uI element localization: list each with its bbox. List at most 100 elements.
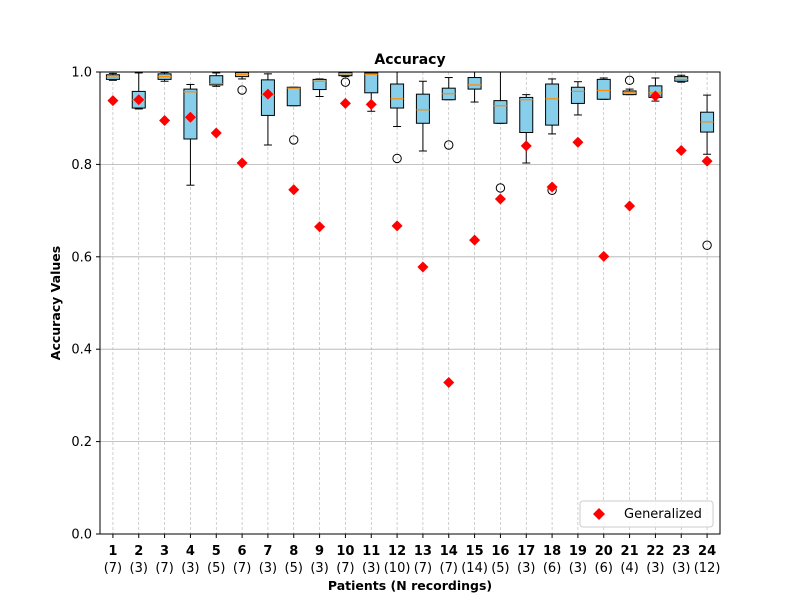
generalized-point-patient-18 xyxy=(546,181,558,193)
generalized-point-patient-20 xyxy=(598,250,610,262)
boxplot-patient-24 xyxy=(700,94,715,250)
boxplot-patient-18 xyxy=(545,78,560,195)
x-tick-label-patient: 16 xyxy=(491,544,509,559)
x-tick-label-patient: 23 xyxy=(672,544,690,559)
x-tick-label-recordings: (10) xyxy=(384,561,411,576)
box-layer xyxy=(105,71,715,250)
generalized-point-patient-2 xyxy=(133,94,145,106)
y-tick-label: 0.8 xyxy=(71,158,92,173)
outlier-point xyxy=(340,77,351,87)
x-tick-label-patient: 20 xyxy=(595,544,613,559)
x-tick-label-patient: 15 xyxy=(466,544,484,559)
boxplot-patient-14 xyxy=(441,77,456,150)
boxplot-patient-15 xyxy=(467,71,482,103)
box-iqr xyxy=(390,83,405,109)
x-tick-label-recordings: (7) xyxy=(336,561,354,576)
x-tick-label-patient: 4 xyxy=(186,544,195,559)
x-tick-label-recordings: (3) xyxy=(672,561,690,576)
x-tick-label-recordings: (3) xyxy=(517,561,535,576)
y-tick-label: 0.4 xyxy=(71,343,92,358)
box-iqr xyxy=(545,83,560,126)
legend-diamond-marker xyxy=(593,508,605,520)
generalized-point-patient-22 xyxy=(649,90,661,102)
generalized-point-patient-17 xyxy=(520,140,532,152)
generalized-point-patient-8 xyxy=(288,184,300,196)
boxplot-patient-13 xyxy=(415,80,430,152)
x-tick-label-recordings: (3) xyxy=(130,561,148,576)
generalized-point-patient-24 xyxy=(701,155,713,167)
generalized-point-patient-5 xyxy=(210,127,222,139)
generalized-point-patient-19 xyxy=(572,136,584,148)
boxplot-patient-4 xyxy=(183,83,198,186)
outlier-point xyxy=(289,135,299,145)
x-tick-label-recordings: (5) xyxy=(285,561,303,576)
plot-frame xyxy=(99,71,721,535)
outlier-point xyxy=(237,85,247,95)
boxplot-patient-9 xyxy=(312,78,327,97)
x-tick-label-patient: 7 xyxy=(263,544,272,559)
boxplot-patient-12 xyxy=(390,71,405,164)
x-tick-label-patient: 3 xyxy=(160,544,169,559)
x-tick-label-recordings: (3) xyxy=(646,561,664,576)
x-tick-label-patient: 1 xyxy=(108,544,117,559)
boxplot-patient-23 xyxy=(674,74,689,83)
legend: Generalized xyxy=(579,500,714,528)
x-tick-label-patient: 11 xyxy=(362,544,380,559)
box-iqr xyxy=(364,72,379,94)
boxplot-patient-3 xyxy=(157,71,172,82)
x-tick-label-patient: 21 xyxy=(621,544,639,559)
boxplot-patient-17 xyxy=(519,94,534,164)
x-axis-label: Patients (N recordings) xyxy=(328,578,492,593)
y-tick-label: 1.0 xyxy=(71,66,92,81)
boxplot-patient-5 xyxy=(209,72,224,87)
grid-layer xyxy=(100,71,720,535)
x-tick-label-recordings: (3) xyxy=(569,561,587,576)
x-tick-label-patient: 18 xyxy=(543,544,561,559)
x-tick-label-recordings: (7) xyxy=(233,561,251,576)
boxplot-patient-21 xyxy=(622,75,637,96)
box-iqr xyxy=(467,77,482,90)
box-iqr xyxy=(415,93,430,124)
generalized-point-patient-1 xyxy=(107,95,119,107)
legend-label-generalized: Generalized xyxy=(624,507,702,522)
y-tick-label: 0.6 xyxy=(71,250,92,265)
box-iqr xyxy=(596,78,611,100)
box-iqr xyxy=(312,78,327,91)
x-tick-label-patient: 17 xyxy=(517,544,535,559)
boxplot-patient-19 xyxy=(570,81,585,116)
x-tick-label-patient: 13 xyxy=(414,544,432,559)
outlier-point xyxy=(624,75,635,86)
outlier-point xyxy=(444,140,454,150)
y-tick-label: 0.0 xyxy=(71,528,92,543)
x-tick-label-recordings: (6) xyxy=(543,561,561,576)
generalized-point-patient-16 xyxy=(494,193,506,205)
y-tick-label: 0.2 xyxy=(71,435,92,450)
axis-layer: 0.0 0.2 0.4 0.6 0.8 1.0 1 (7) 2 (3) 3 (7) 4 (3) 5 (5) 6 (… xyxy=(71,66,720,577)
x-tick-label-recordings: (7) xyxy=(155,561,173,576)
x-tick-label-recordings: (5) xyxy=(491,561,509,576)
outlier-point xyxy=(702,240,712,250)
generalized-point-patient-6 xyxy=(236,157,248,169)
outlier-point xyxy=(495,183,506,193)
x-tick-label-patient: 22 xyxy=(646,544,664,559)
x-tick-label-recordings: (5) xyxy=(207,561,225,576)
x-tick-label-recordings: (12) xyxy=(694,561,721,576)
x-tick-label-patient: 8 xyxy=(289,544,298,559)
x-tick-label-patient: 2 xyxy=(134,544,143,559)
marker-layer xyxy=(107,88,713,388)
x-tick-label-recordings: (3) xyxy=(181,561,199,576)
generalized-point-patient-7 xyxy=(262,88,274,100)
x-tick-label-patient: 9 xyxy=(315,544,324,559)
generalized-point-patient-15 xyxy=(469,234,481,246)
x-tick-label-recordings: (3) xyxy=(310,561,328,576)
box-iqr xyxy=(493,100,508,124)
generalized-point-patient-12 xyxy=(391,220,403,232)
x-tick-label-recordings: (7) xyxy=(440,561,458,576)
boxplot-patient-8 xyxy=(286,86,301,145)
generalized-point-patient-14 xyxy=(443,376,455,388)
x-tick-label-patient: 14 xyxy=(440,544,458,559)
generalized-point-patient-11 xyxy=(365,98,377,110)
box-iqr xyxy=(286,86,301,107)
generalized-point-patient-4 xyxy=(184,111,196,123)
